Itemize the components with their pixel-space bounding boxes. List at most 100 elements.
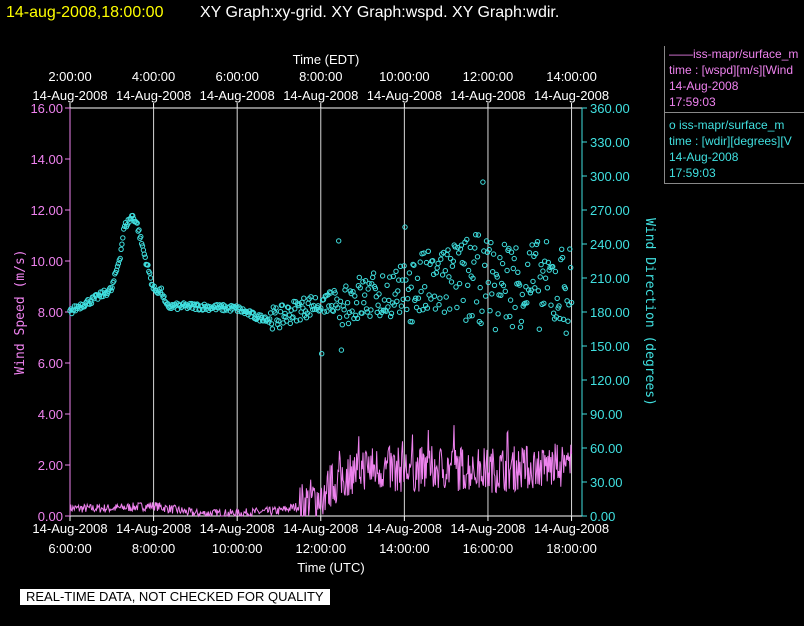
wind-direction-point <box>511 255 517 262</box>
wind-direction-point <box>473 232 479 238</box>
wind-direction-point <box>487 308 493 314</box>
wind-direction-point <box>453 284 459 290</box>
wind-direction-point <box>414 275 421 281</box>
wind-direction-point <box>490 251 497 257</box>
wind-direction-point <box>337 298 344 304</box>
wind-direction-point <box>428 296 434 302</box>
top-tick-label: 8:00:00 <box>299 69 342 84</box>
wind-direction-point <box>395 288 401 294</box>
wind-direction-point <box>250 310 257 316</box>
wind-direction-point <box>439 272 446 278</box>
wind-direction-point <box>537 274 543 280</box>
y2-tick-label: 240.00 <box>590 237 630 252</box>
wind-direction-point <box>422 284 428 290</box>
wind-direction-point <box>277 309 284 315</box>
wind-direction-point <box>326 303 332 309</box>
wind-direction-point <box>394 298 400 304</box>
wind-direction-point <box>568 299 575 306</box>
wind-direction-point <box>279 302 285 308</box>
wind-direction-point <box>512 304 518 311</box>
x-tick-label: 12:00:00 <box>295 541 346 556</box>
y2-tick-label: 180.00 <box>590 305 630 320</box>
legend-wdir-line2: time : [wdir][degrees][V <box>669 134 792 148</box>
wind-direction-point <box>287 320 293 327</box>
wind-direction-point <box>498 292 504 298</box>
wind-direction-point <box>530 278 536 285</box>
legend-wdir-line1: o iss-mapr/surface_m <box>669 118 785 132</box>
wind-direction-point <box>406 270 413 276</box>
wind-direction-point <box>353 300 360 306</box>
wind-direction-point <box>369 281 375 287</box>
wind-direction-point <box>336 314 343 321</box>
wind-direction-point <box>321 309 328 315</box>
y2-tick-label: 300.00 <box>590 169 630 184</box>
wind-direction-point <box>523 284 529 290</box>
wind-direction-point <box>296 301 302 307</box>
wind-direction-point <box>518 318 525 325</box>
wind-direction-point <box>420 307 426 313</box>
wind-direction-point <box>493 271 499 278</box>
x-tick-label: 10:00:00 <box>212 541 263 556</box>
legend-wspd-line1: ——iss-mapr/surface_m <box>669 47 799 61</box>
wind-direction-point <box>538 261 544 268</box>
wind-direction-point <box>430 258 436 264</box>
wind-direction-point <box>540 268 546 274</box>
y2-tick-label: 270.00 <box>590 203 630 218</box>
legend-wspd-line4: 17:59:03 <box>669 95 716 109</box>
wind-direction-point <box>431 293 438 299</box>
wind-direction-point <box>510 265 516 272</box>
wind-direction-point <box>491 282 498 288</box>
y-tick-label: 2.00 <box>38 458 63 473</box>
x-tick-date: 14-Aug-2008 <box>116 521 191 536</box>
wind-direction-point <box>391 302 397 308</box>
wind-direction-point <box>397 263 404 269</box>
wind-direction-point <box>495 311 501 317</box>
header-graphs: XY Graph:xy-grid. XY Graph:wspd. XY Grap… <box>200 4 559 21</box>
wind-direction-point <box>513 245 519 251</box>
wind-direction-point <box>424 305 431 311</box>
y2-tick-label: 0.00 <box>590 509 615 524</box>
wind-direction-point <box>528 287 534 293</box>
wind-direction-point <box>141 251 148 257</box>
wind-direction-point <box>545 259 551 266</box>
wind-direction-point <box>434 265 440 271</box>
wind-direction-point <box>458 242 465 248</box>
wind-direction-point <box>559 254 566 261</box>
top-tick-date: 14-Aug-2008 <box>283 88 358 103</box>
wind-direction-point <box>370 274 376 281</box>
wind-direction-point <box>501 241 508 248</box>
top-tick-date: 14-Aug-2008 <box>32 88 107 103</box>
wind-direction-point <box>136 227 142 233</box>
wind-direction-point <box>508 249 515 255</box>
top-tick-date: 14-Aug-2008 <box>200 88 275 103</box>
wind-direction-point <box>328 303 335 309</box>
wind-direction-point <box>417 259 423 265</box>
wind-direction-point <box>350 289 356 295</box>
y-tick-label: 14.00 <box>30 152 63 167</box>
wind-direction-point <box>502 288 508 294</box>
wind-direction-point <box>119 241 125 247</box>
y-tick-label: 0.00 <box>38 509 63 524</box>
wind-direction-point <box>533 251 539 257</box>
wind-direction-point <box>398 303 405 309</box>
wind-direction-point <box>368 307 374 313</box>
wind-direction-point <box>532 285 538 291</box>
y2-tick-label: 360.00 <box>590 101 630 116</box>
y2-tick-label: 150.00 <box>590 339 630 354</box>
wind-direction-point <box>550 310 557 316</box>
wind-direction-point <box>329 307 336 314</box>
wind-direction-point <box>147 275 154 281</box>
wind-direction-point <box>387 313 394 320</box>
wind-direction-point <box>565 318 571 324</box>
x-tick-label: 6:00:00 <box>48 541 91 556</box>
wind-direction-point <box>312 295 319 301</box>
wind-direction-point <box>517 324 524 330</box>
wind-direction-point <box>399 277 405 283</box>
wind-direction-point <box>250 309 256 315</box>
wind-direction-point <box>550 263 556 270</box>
wind-direction-point <box>343 283 349 289</box>
wind-direction-point <box>494 274 500 280</box>
wind-direction-point <box>109 285 115 291</box>
wind-direction-point <box>388 310 395 316</box>
y-tick-label: 8.00 <box>38 305 63 320</box>
